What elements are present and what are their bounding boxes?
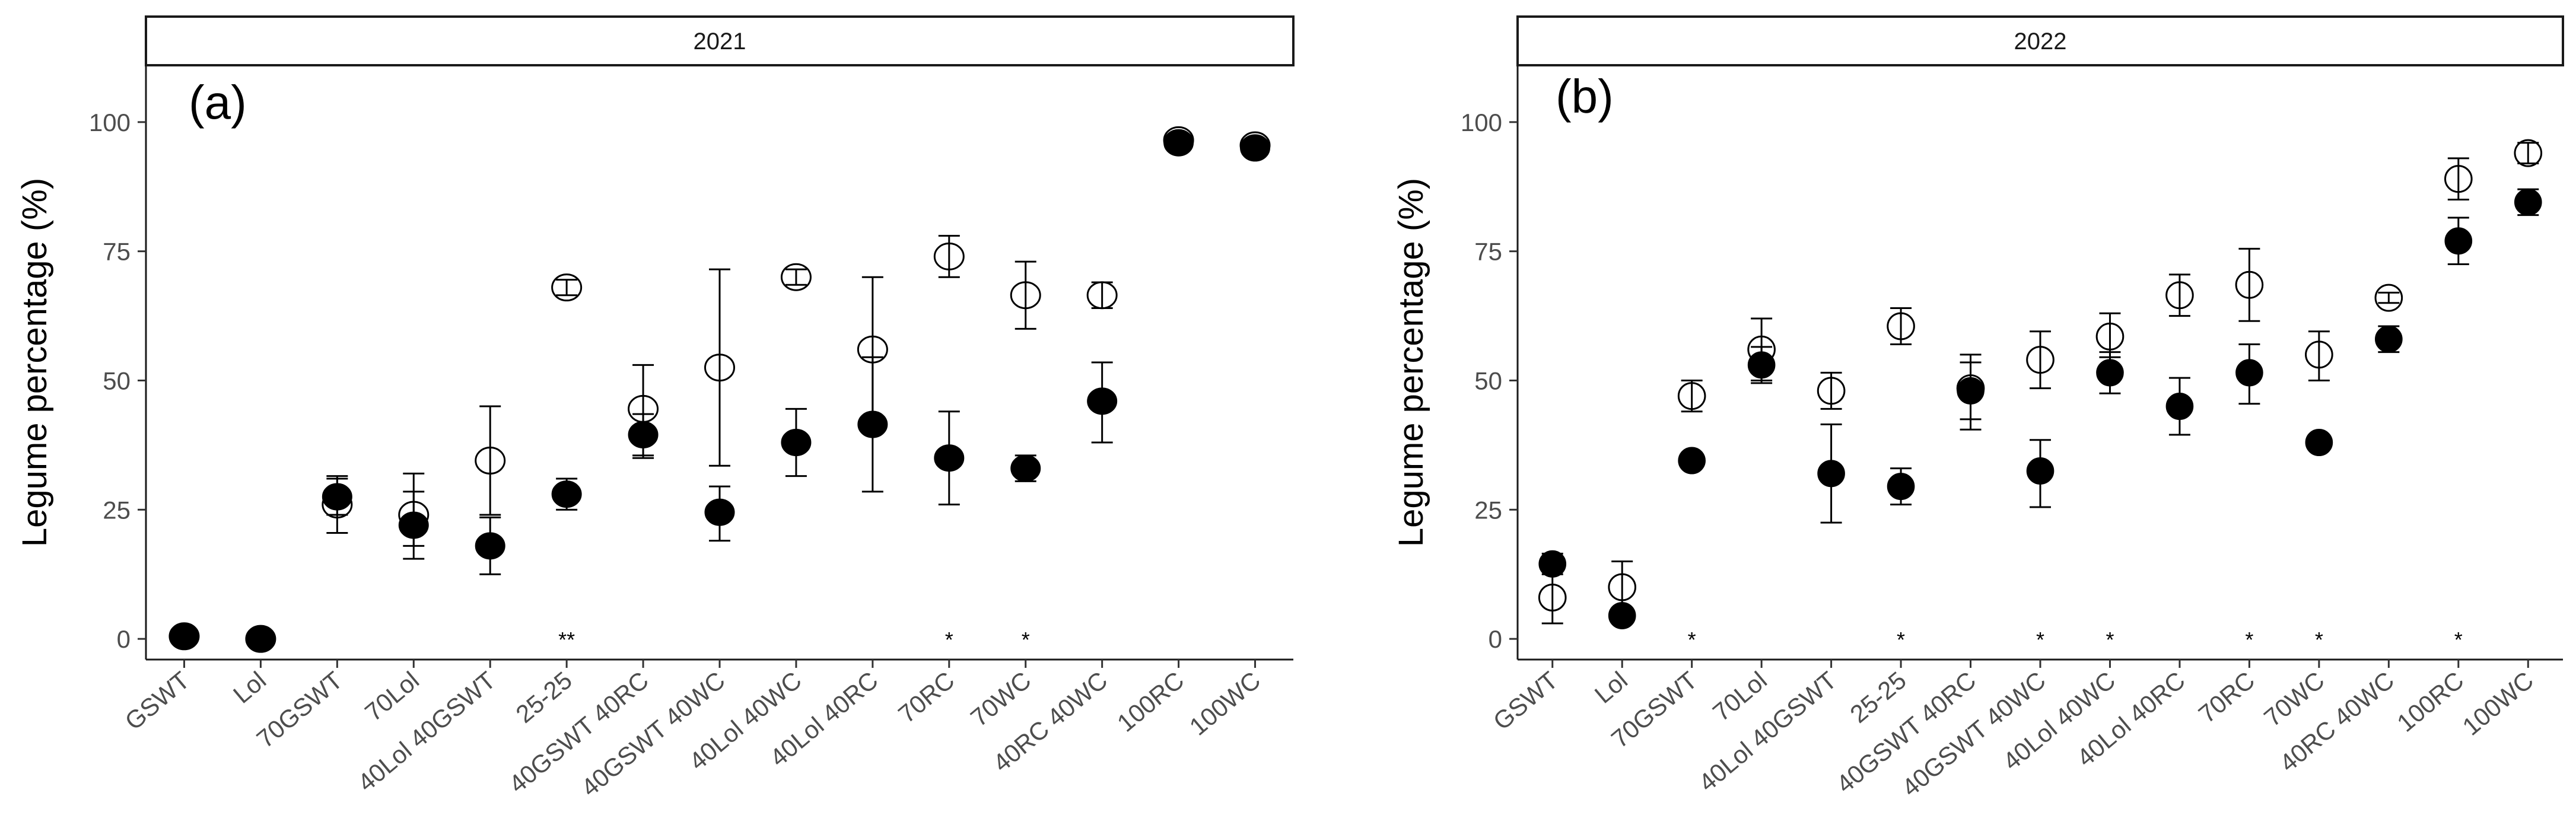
y-tick-label: 25 bbox=[103, 496, 131, 524]
point-filled bbox=[1240, 134, 1271, 162]
x-tick-label: 70WC bbox=[965, 666, 1036, 732]
x-tick-label: 40Lol 40GSWT bbox=[352, 666, 501, 797]
point-filled bbox=[2096, 359, 2124, 387]
significance-mark: * bbox=[2245, 628, 2253, 652]
y-tick-label: 100 bbox=[89, 109, 131, 136]
x-tick-label: 70GSWT bbox=[252, 666, 348, 753]
x-tick-label: 100RC bbox=[1112, 666, 1189, 737]
point-open bbox=[1010, 281, 1041, 310]
x-tick-label: GSWT bbox=[1488, 666, 1563, 735]
point-open bbox=[1887, 312, 1915, 340]
point-open bbox=[1817, 377, 1846, 405]
point-filled bbox=[704, 498, 735, 526]
point-filled bbox=[1608, 601, 1636, 629]
panel-title: 2022 bbox=[2014, 28, 2067, 55]
point-filled bbox=[2375, 325, 2403, 353]
point-open bbox=[2444, 165, 2473, 193]
point-filled bbox=[1163, 129, 1194, 157]
significance-mark: ** bbox=[558, 628, 575, 652]
point-filled bbox=[2305, 429, 2333, 457]
x-tick-label: Lol bbox=[1589, 666, 1633, 709]
panel-label: (a) bbox=[189, 76, 247, 129]
point-filled bbox=[2444, 227, 2473, 255]
point-open bbox=[2514, 139, 2543, 167]
panel-2022: 2022 0 25 50 75 100 Legume percentage (%) GSWT L… bbox=[1392, 15, 2564, 802]
point-filled bbox=[934, 444, 965, 472]
point-filled bbox=[475, 532, 505, 560]
series-filled bbox=[168, 129, 1271, 653]
y-tick-label: 50 bbox=[103, 367, 131, 394]
point-filled bbox=[1678, 447, 1706, 474]
x-tick-label: 100WC bbox=[2457, 666, 2539, 741]
y-tick-label: 75 bbox=[1474, 238, 1502, 266]
point-open bbox=[551, 273, 583, 302]
point-open bbox=[475, 447, 506, 475]
x-tick-label: 100WC bbox=[1184, 666, 1266, 741]
significance-mark: * bbox=[1897, 628, 1905, 652]
y-tick-label: 0 bbox=[1489, 625, 1502, 653]
series-filled bbox=[1538, 188, 2542, 629]
significance-mark: * bbox=[1022, 628, 1030, 652]
point-filled bbox=[2026, 457, 2055, 485]
point-filled bbox=[2514, 188, 2542, 216]
point-open bbox=[1538, 583, 1567, 612]
point-open bbox=[1677, 382, 1706, 410]
x-tick-label: 25-25 bbox=[510, 666, 577, 728]
y-axis-label: Legume percentage (%) bbox=[1392, 178, 1430, 547]
point-filled bbox=[781, 429, 812, 457]
point-open bbox=[1086, 281, 1118, 310]
point-open bbox=[2374, 284, 2403, 312]
point-filled bbox=[2235, 359, 2263, 387]
point-filled bbox=[551, 480, 582, 508]
point-open bbox=[933, 242, 965, 270]
significance-mark: * bbox=[945, 628, 953, 652]
significance-mark: * bbox=[2106, 628, 2114, 652]
point-open bbox=[1608, 573, 1637, 601]
x-tick-label: 70RC bbox=[2193, 666, 2260, 728]
significance-mark: * bbox=[2454, 628, 2463, 652]
point-filled bbox=[628, 421, 659, 448]
x-tick-label: Lol bbox=[228, 666, 271, 709]
point-open bbox=[2305, 340, 2333, 369]
point-open bbox=[2165, 281, 2194, 310]
point-filled bbox=[1887, 473, 1915, 501]
point-open bbox=[704, 354, 735, 382]
x-tick-label: GSWT bbox=[120, 666, 195, 735]
significance-mark: * bbox=[2036, 628, 2044, 652]
y-tick-label: 75 bbox=[103, 238, 131, 266]
point-filled bbox=[1087, 387, 1118, 415]
point-open bbox=[2095, 322, 2125, 351]
point-open bbox=[2235, 270, 2264, 299]
panel-label: (b) bbox=[1556, 70, 1614, 123]
point-filled bbox=[1957, 377, 1985, 405]
point-open bbox=[2026, 346, 2055, 374]
y-tick-label: 0 bbox=[117, 625, 131, 653]
point-filled bbox=[245, 625, 276, 653]
point-filled bbox=[1010, 454, 1041, 482]
x-tick-label: 70RC bbox=[893, 666, 959, 728]
x-tick-label: 100RC bbox=[2391, 666, 2469, 737]
point-filled bbox=[1538, 550, 1567, 578]
panel-title: 2021 bbox=[694, 28, 746, 55]
strip-box bbox=[145, 15, 1295, 66]
x-tick-label: 70Lol bbox=[360, 666, 424, 727]
point-filled bbox=[1747, 351, 1776, 379]
point-filled bbox=[168, 622, 199, 650]
point-filled bbox=[398, 511, 429, 539]
point-filled bbox=[2165, 393, 2194, 421]
significance-mark: * bbox=[2315, 628, 2323, 652]
point-open bbox=[780, 263, 812, 291]
strip-box bbox=[1516, 15, 2564, 66]
significance-mark: * bbox=[1688, 628, 1696, 652]
y-tick-label: 25 bbox=[1474, 496, 1502, 524]
y-axis-label: Legume percentage (%) bbox=[15, 178, 54, 547]
point-filled bbox=[1817, 460, 1845, 488]
panel-2021: 2021 0 25 50 75 100 Legume percentage (%) GSWT L… bbox=[15, 15, 1295, 802]
point-filled bbox=[857, 410, 888, 438]
point-filled bbox=[322, 483, 352, 511]
y-tick-label: 100 bbox=[1461, 109, 1502, 136]
y-tick-label: 50 bbox=[1474, 367, 1502, 394]
series-open bbox=[1538, 139, 2543, 625]
